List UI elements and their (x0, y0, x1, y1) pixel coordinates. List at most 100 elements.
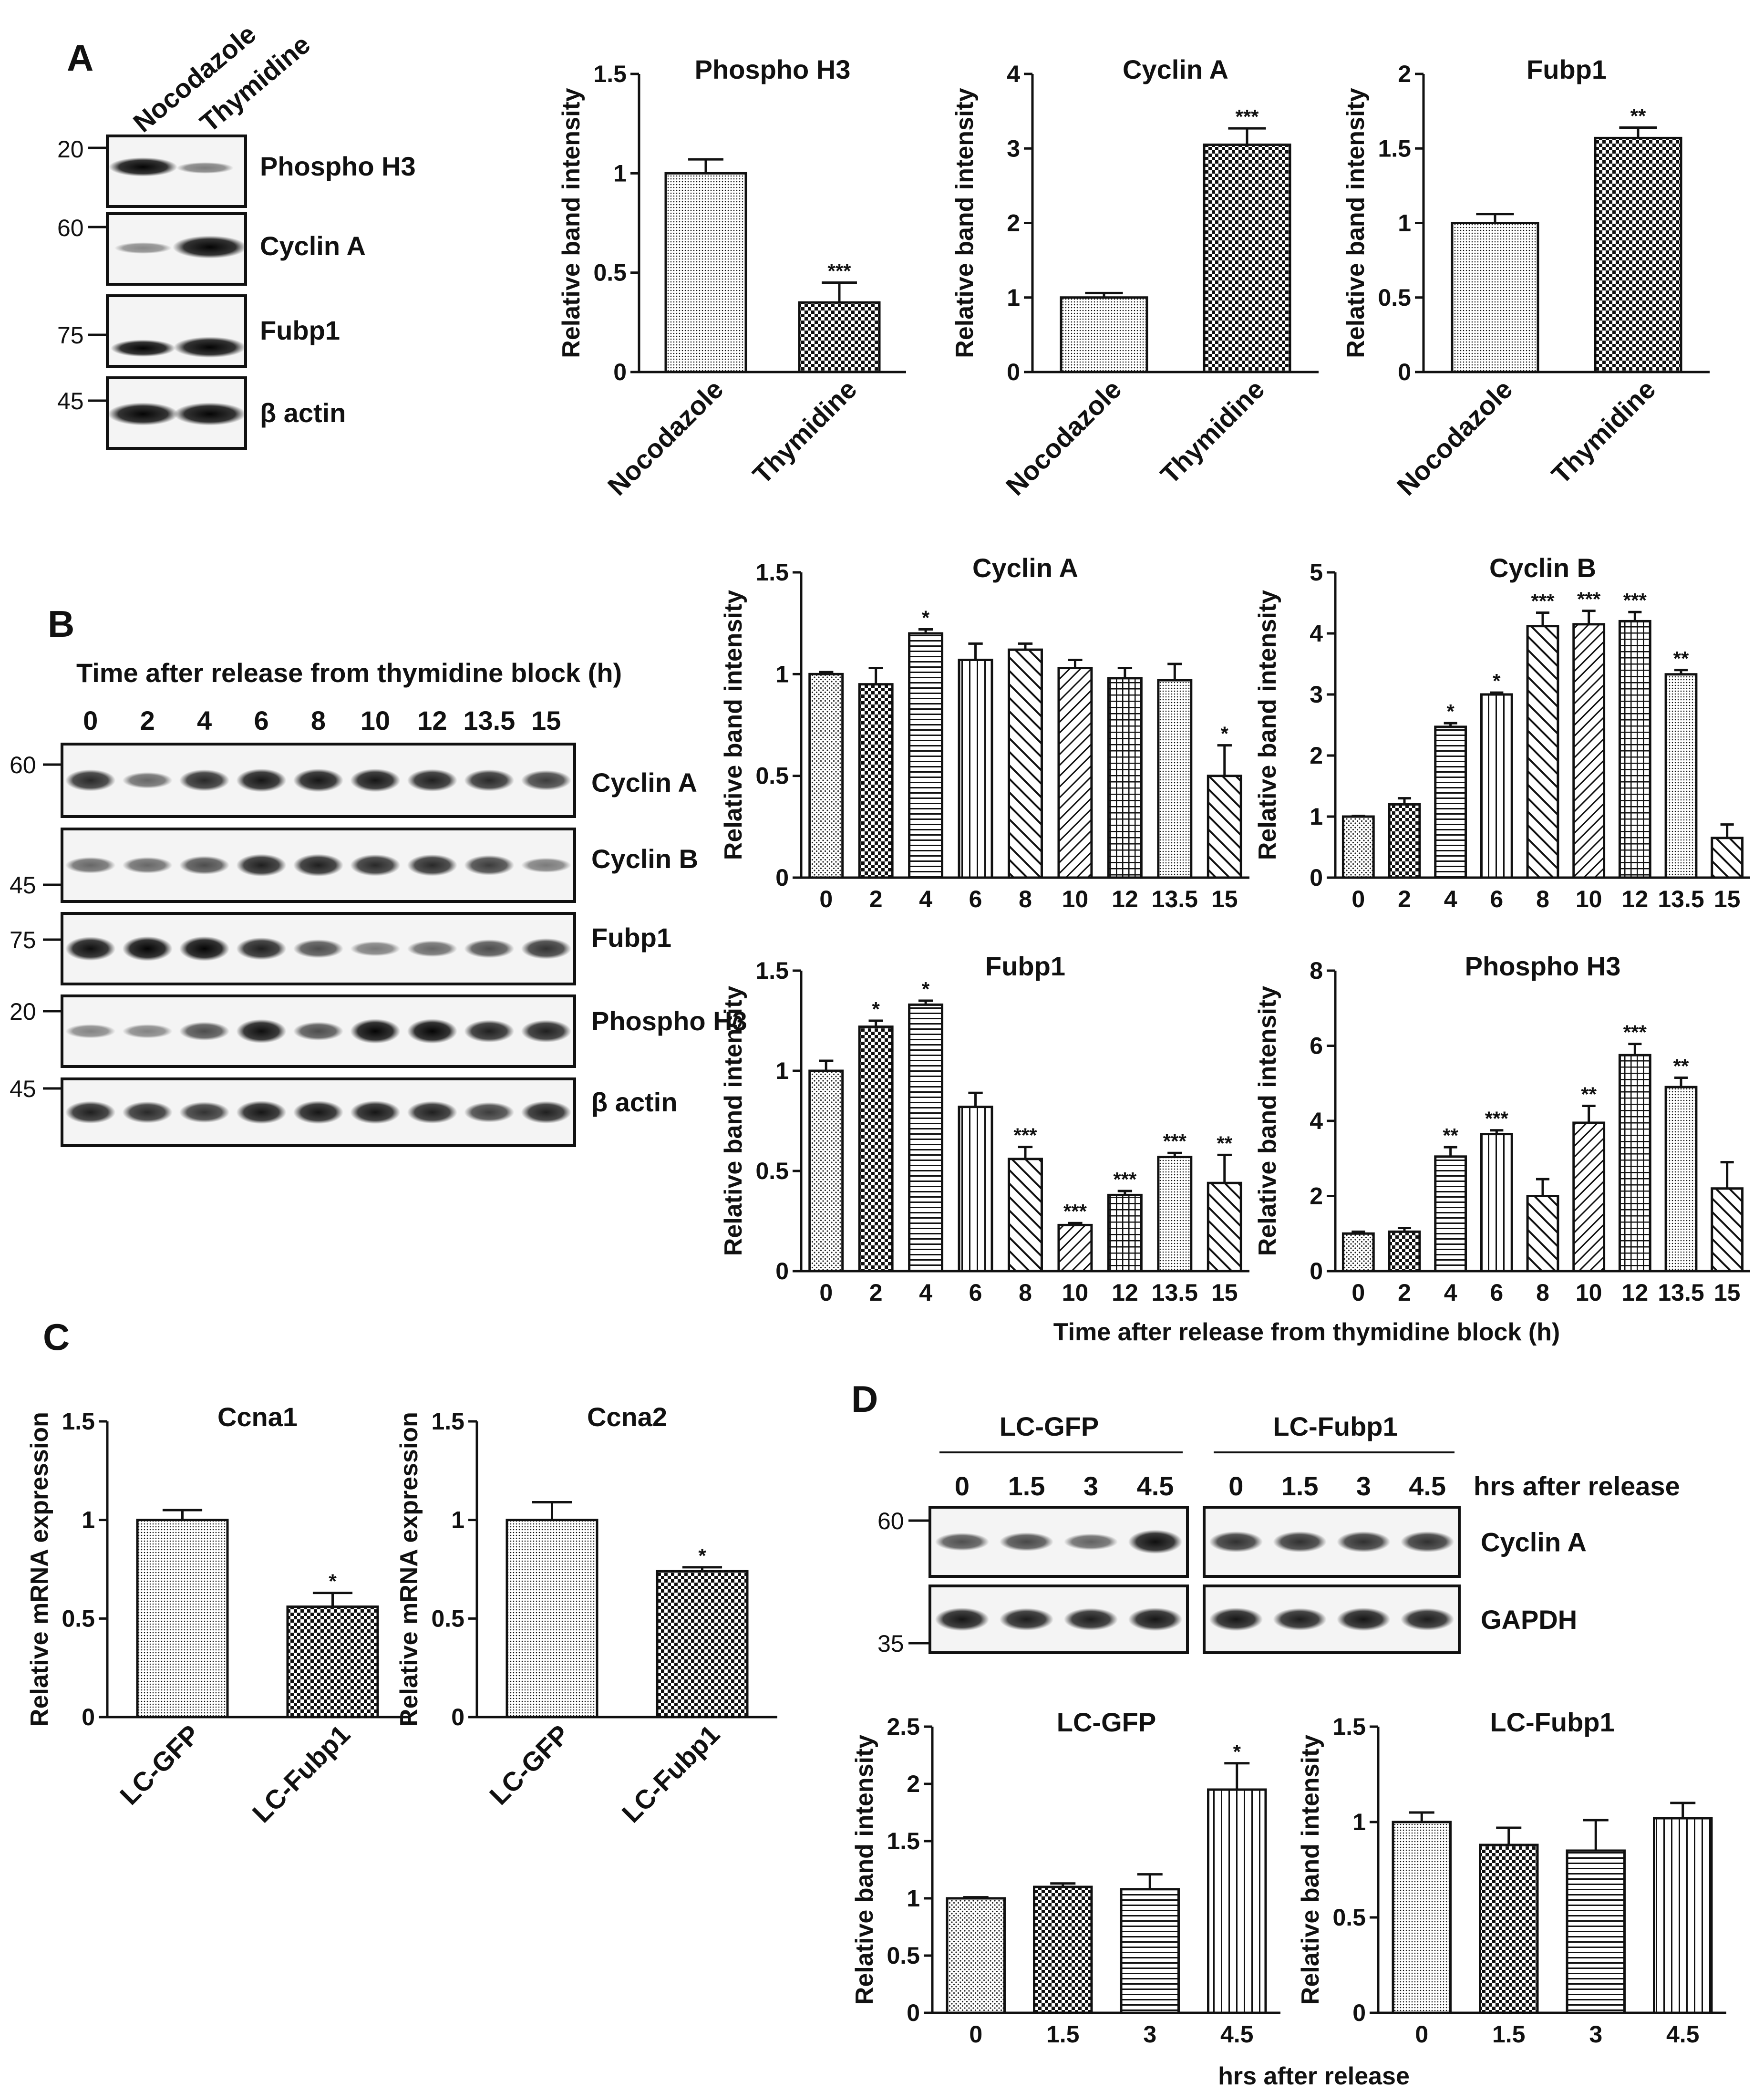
band (1273, 1608, 1327, 1631)
bar (1664, 1086, 1698, 1273)
bar (1480, 1133, 1513, 1273)
chart-D2: 0 0.5 1 1.5 Relative band intensity LC-Fubp1 0… (1297, 1707, 1726, 2048)
x-tick-label: 6 (969, 1279, 982, 1306)
bar (1572, 1121, 1606, 1273)
y-tick-label: 3 (1310, 681, 1323, 708)
x-tick-label: 0 (819, 1279, 833, 1306)
x-tick-label: 6 (1490, 886, 1503, 912)
lane-label: 1.5 (1281, 1471, 1319, 1501)
protein-label: β actin (591, 1087, 677, 1117)
significance-label: * (872, 998, 880, 1020)
y-tick-label: 0.5 (431, 1605, 464, 1632)
bar (808, 673, 844, 879)
mw-marker: 60 (57, 215, 84, 241)
y-tick-label: 8 (1310, 957, 1323, 984)
panel-label-a: A (67, 37, 93, 79)
bar (1008, 648, 1043, 879)
protein-label: Phospho H3 (591, 1006, 747, 1036)
bar (1711, 837, 1744, 879)
band (464, 1020, 515, 1043)
band (179, 936, 230, 961)
band (407, 1101, 457, 1124)
protein-label: Cyclin A (1481, 1527, 1587, 1557)
y-tick-label: 2 (1310, 1183, 1323, 1210)
significance-label: * (1221, 723, 1229, 745)
lane-label: 15 (531, 705, 561, 735)
chart-A2: 0 1 2 3 4 Relative band intensity Cyclin A Noco… (951, 54, 1319, 501)
panel-d-xlabel: hrs after release (1218, 2062, 1410, 2090)
blot-b-title: Time after release from thymidine block … (76, 658, 622, 688)
lane-label: 0 (955, 1471, 970, 1501)
band (1400, 1608, 1455, 1631)
panel-label-d: D (851, 1378, 878, 1420)
x-tick-label: 12 (1622, 886, 1649, 912)
band (236, 768, 287, 792)
y-tick-label: 1 (1352, 1809, 1366, 1835)
significance-label: *** (1623, 1021, 1647, 1044)
western-blot-d: LC-GFP LC-Fubp1 0 1.5 3 4.5 0 1.5 3 4.5 hrs aft… (877, 1411, 1680, 1657)
western-blot-b: Time after release from thymidine block … (10, 658, 747, 1147)
mw-marker: 45 (10, 872, 36, 899)
x-tick-label: 0 (1351, 886, 1365, 912)
x-tick-label: 3 (1143, 2021, 1156, 2048)
bar (1157, 679, 1193, 879)
band (108, 403, 178, 425)
significance-label: *** (1623, 589, 1647, 611)
bar (1203, 143, 1291, 373)
x-tick-label: 4.5 (1220, 2021, 1254, 2048)
y-tick-label: 6 (1310, 1033, 1323, 1059)
bar (1434, 1155, 1467, 1273)
y-tick-label: 1.5 (62, 1408, 95, 1435)
significance-label: ** (1443, 1124, 1458, 1147)
bar (1566, 1849, 1626, 2014)
western-blot-a: Nocodazole Thymidine 20 Phospho H3 60 Cy… (57, 19, 416, 450)
band (293, 854, 344, 877)
y-tick-label: 0.5 (755, 763, 789, 789)
chart-title: LC-GFP (1057, 1707, 1156, 1737)
x-tick-label: 8 (1019, 886, 1032, 912)
bar (1107, 1193, 1143, 1273)
y-tick-label: 0 (1352, 1999, 1366, 2026)
y-tick-label: 0.5 (1378, 284, 1411, 311)
bar (1057, 1223, 1093, 1273)
y-axis-label: Relative band intensity (1254, 986, 1281, 1256)
band (350, 854, 401, 876)
significance-label: *** (1531, 590, 1555, 612)
chart-title: LC-Fubp1 (1490, 1707, 1614, 1737)
bar (798, 301, 881, 373)
x-tick-label: 15 (1714, 1279, 1741, 1306)
mw-marker: 75 (57, 322, 84, 349)
band (65, 1101, 116, 1124)
band (179, 769, 230, 791)
bar (1033, 1885, 1093, 2014)
y-axis-label: Relative band intensity (951, 88, 979, 358)
x-tick-label: 15 (1211, 886, 1238, 912)
significance-label: * (698, 1544, 706, 1567)
y-tick-label: 0 (775, 1258, 789, 1284)
band (464, 939, 515, 958)
y-tick-label: 1.5 (593, 61, 627, 87)
band (935, 1607, 990, 1631)
y-axis-label: Relative band intensity (720, 590, 747, 860)
x-tick-label: LC-Fubp1 (247, 1719, 356, 1828)
y-tick-label: 0 (82, 1704, 95, 1730)
bar (1157, 1156, 1193, 1273)
x-tick-label: Thymidine (1155, 374, 1270, 490)
lane-label: 3 (1356, 1471, 1371, 1501)
bar (1618, 1054, 1651, 1273)
bar (1057, 667, 1093, 879)
bar (664, 172, 747, 373)
chart-A3: 0 0.5 1 1.5 2 Relative band intensity Fubp1 Noc… (1342, 54, 1710, 501)
band (350, 1100, 401, 1124)
y-tick-label: 1 (451, 1507, 464, 1533)
significance-label: *** (1235, 105, 1259, 128)
lanes-axis-label: hrs after release (1474, 1471, 1680, 1501)
significance-label: ** (1217, 1132, 1232, 1154)
y-axis-label: Relative mRNA expression (26, 1412, 53, 1727)
band (1337, 1531, 1391, 1553)
protein-label: β actin (260, 398, 346, 428)
significance-label: *** (1485, 1108, 1509, 1130)
x-tick-label: 4.5 (1666, 2021, 1700, 2048)
band (293, 1022, 344, 1041)
band (1273, 1531, 1327, 1553)
